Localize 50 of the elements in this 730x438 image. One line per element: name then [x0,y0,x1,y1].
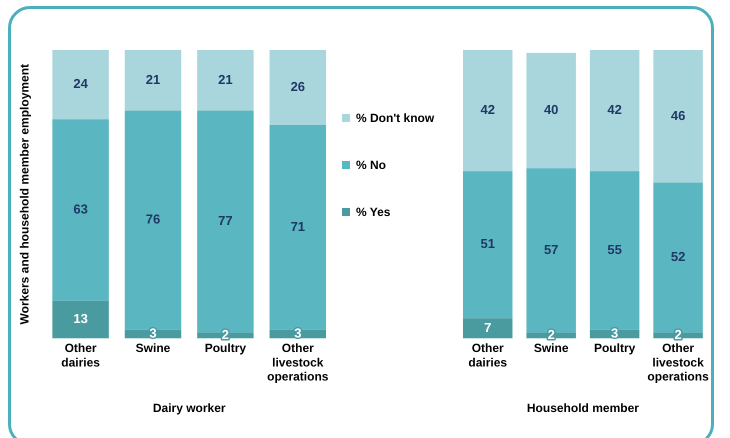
x-tick-label: Other dairies [61,340,100,370]
data-label: 63 [73,202,88,217]
x-tick-label: Poultry [594,340,636,355]
data-label: 42 [480,102,495,118]
legend-label: % Don't know [356,110,434,124]
y-axis-title: Workers and household member employment [18,64,32,324]
x-tick-label: Swine [136,340,171,355]
bar [270,124,326,330]
data-label: 71 [290,218,306,234]
data-label: 3 [294,326,302,341]
data-label: 21 [218,72,233,87]
bar [124,110,182,330]
bar [462,171,512,318]
data-label: 42 [607,102,622,118]
x-axis-title: Dairy worker [152,401,226,416]
x-axis-title: Household member [526,401,640,416]
bar [52,300,109,338]
data-label: 57 [544,242,558,258]
data-label: 13 [73,311,88,326]
bar [52,50,109,120]
data-label: 40 [544,102,558,118]
bar [462,50,512,172]
legend-label: % No [356,158,386,172]
bar [653,50,703,183]
bar [526,52,576,168]
data-label: 3 [149,326,157,341]
bar [197,50,254,111]
data-label: 26 [290,79,306,94]
data-label: 21 [146,72,160,87]
data-label: 24 [73,76,89,92]
bar [590,50,640,172]
data-label: 7 [484,320,492,335]
legend-label: % Yes [356,204,390,218]
bar [590,171,640,330]
data-label: 52 [670,249,686,264]
data-label: 55 [607,242,622,258]
data-label: 76 [146,212,160,227]
x-tick-label: Other dairies [468,340,508,370]
bar [462,318,512,338]
x-tick-label: Swine [534,340,569,355]
data-label: 51 [480,236,495,252]
data-label: 3 [611,326,618,341]
bar [270,50,326,125]
x-tick-label: Poultry [204,340,246,355]
x-tick-label: Other livestock operations [647,340,710,384]
data-label: 77 [218,213,233,228]
x-tick-label: Other livestock operations [267,340,329,384]
data-label: 46 [670,108,686,123]
bar [124,50,182,111]
bar [52,119,109,301]
